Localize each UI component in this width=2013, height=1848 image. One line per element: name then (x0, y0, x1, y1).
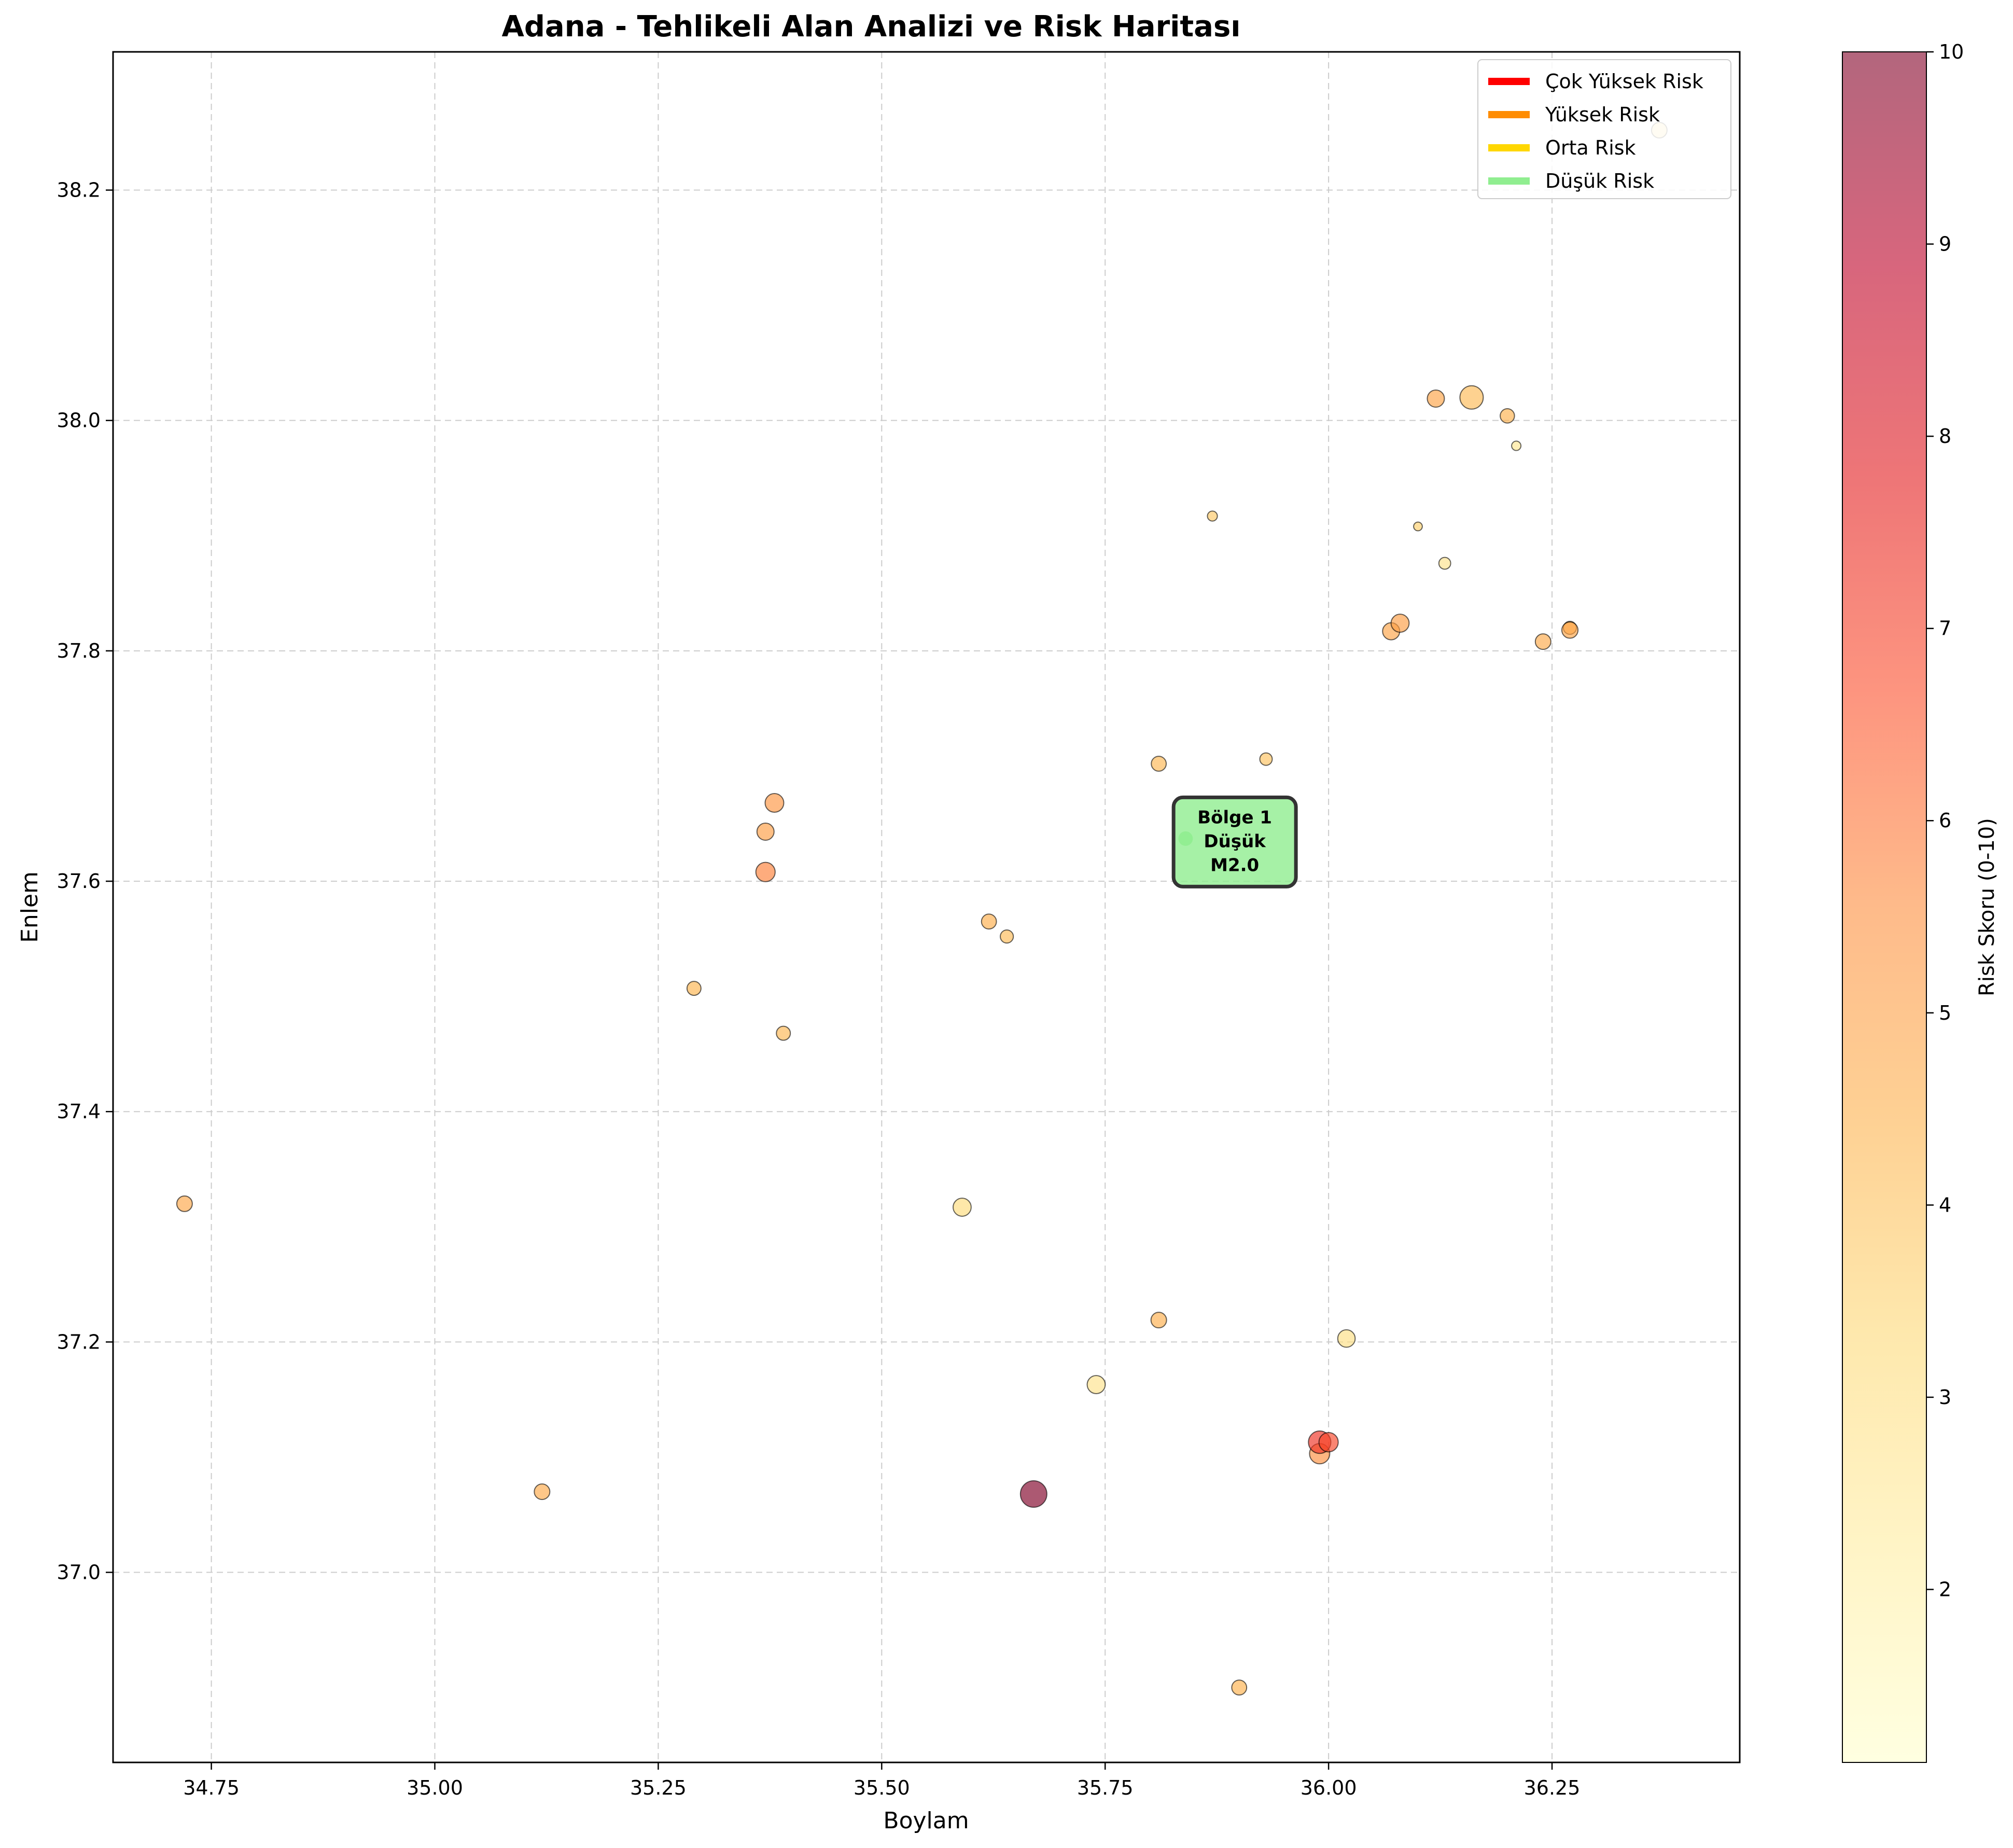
risk-point (1151, 756, 1167, 772)
y-tick-label: 38.0 (57, 409, 101, 432)
plot-area-frame (112, 51, 1741, 1763)
risk-point (1413, 521, 1423, 532)
risk-point (755, 862, 776, 882)
risk-point (1511, 440, 1522, 451)
risk-point (1000, 929, 1014, 944)
x-tick-label: 36.00 (1301, 1776, 1357, 1799)
colorbar-gradient (1842, 51, 1927, 1763)
risk-point (1318, 1432, 1339, 1453)
y-axis-label: Enlem (17, 871, 43, 943)
data-points (176, 122, 1668, 1696)
y-tick-label: 37.6 (57, 870, 101, 893)
risk-point (764, 793, 785, 813)
risk-point (1561, 621, 1579, 639)
x-axis-label: Boylam (883, 1808, 969, 1834)
colorbar-tick-label: 10 (1939, 40, 1964, 63)
risk-point (1086, 1375, 1106, 1394)
x-tick-label: 34.75 (183, 1776, 240, 1799)
y-tick-label: 37.0 (57, 1561, 101, 1584)
risk-point (686, 981, 702, 996)
risk-point (1337, 1329, 1356, 1348)
x-tick-label: 35.75 (1077, 1776, 1134, 1799)
risk-point (1390, 614, 1410, 633)
colorbar-tick-label: 9 (1939, 233, 1951, 256)
legend-label: Yüksek Risk (1545, 103, 1660, 126)
risk-point (756, 823, 775, 841)
colorbar-tick-label: 2 (1939, 1578, 1951, 1601)
annotation-text: M2.0 (1210, 855, 1259, 876)
x-tick-label: 36.25 (1524, 1776, 1581, 1799)
colorbar-tick-label: 5 (1939, 1002, 1951, 1024)
grid-lines (113, 52, 1740, 1762)
risk-point (776, 1025, 791, 1041)
risk-point (1150, 1312, 1167, 1329)
y-tick-label: 37.4 (57, 1100, 101, 1123)
risk-point (1459, 385, 1484, 410)
risk-point (176, 1195, 193, 1212)
chart-title: Adana - Tehlikeli Alan Analizi ve Risk H… (502, 10, 1241, 44)
legend-box (1477, 59, 1731, 199)
x-axis-ticks: 34.75 35.00 35.25 35.50 35.75 36.00 36.25 (183, 1762, 1580, 1799)
y-axis-ticks: 37.0 37.2 37.4 37.6 37.8 38.0 38.2 (57, 179, 113, 1584)
annotation-box (1171, 795, 1298, 888)
risk-point (1534, 633, 1551, 650)
legend-label: Çok Yüksek Risk (1545, 70, 1703, 93)
risk-point (534, 1483, 551, 1500)
x-tick-label: 35.00 (407, 1776, 463, 1799)
x-tick-label: 35.25 (630, 1776, 687, 1799)
annotation-text: Bölge 1 (1197, 807, 1272, 828)
colorbar-tick-label: 4 (1939, 1193, 1951, 1216)
y-tick-label: 37.2 (57, 1330, 101, 1353)
risk-point (1427, 389, 1445, 408)
risk-point (981, 913, 997, 930)
risk-point (1438, 557, 1451, 570)
risk-point (1259, 752, 1273, 766)
colorbar-tick-label: 7 (1939, 617, 1951, 640)
colorbar-tick-label: 8 (1939, 425, 1951, 448)
y-tick-label: 37.8 (57, 640, 101, 662)
annotation-text: Düşük (1204, 831, 1266, 852)
risk-point (1500, 408, 1515, 424)
colorbar-tick-label: 6 (1939, 809, 1951, 832)
risk-point (1207, 510, 1218, 522)
legend: Çok Yüksek Risk Yüksek Risk Orta Risk Düşük… (1477, 59, 1731, 199)
colorbar-label: Risk Skoru (0-10) (1975, 818, 1999, 996)
legend-label: Orta Risk (1545, 136, 1636, 159)
risk-point (953, 1198, 972, 1217)
region-annotation: Bölge 1 Düşük M2.0 (1171, 795, 1298, 888)
x-tick-label: 35.50 (854, 1776, 910, 1799)
colorbar: 2 3 4 5 6 7 8 9 10 Risk Skoru (0-10) (1842, 40, 1999, 1763)
colorbar-tick-label: 3 (1939, 1386, 1951, 1409)
risk-point (1231, 1679, 1248, 1696)
legend-label: Düşük Risk (1545, 170, 1654, 192)
y-tick-label: 38.2 (57, 179, 101, 202)
risk-point (1019, 1480, 1047, 1508)
